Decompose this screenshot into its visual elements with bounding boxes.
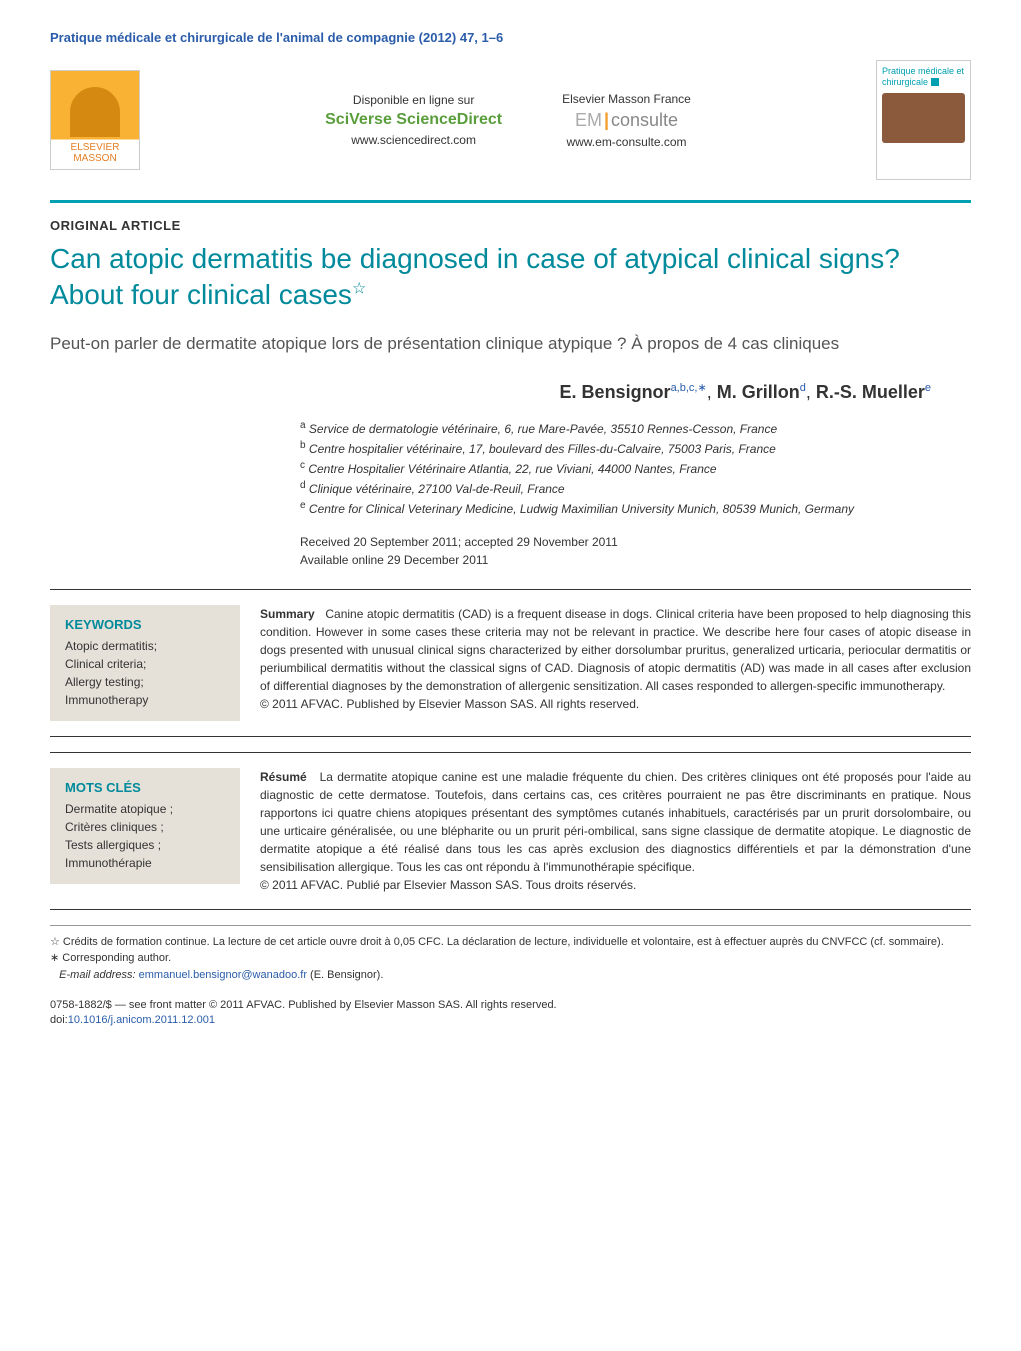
author-1-affil: a,b,c, <box>671 382 698 394</box>
credit-footnote: ☆ Crédits de formation continue. La lect… <box>50 934 971 951</box>
keywords-fr-box: MOTS CLÉS Dermatite atopique ; Critères … <box>50 768 240 884</box>
abstract-french: MOTS CLÉS Dermatite atopique ; Critères … <box>50 752 971 910</box>
article-title: Can atopic dermatitis be diagnosed in ca… <box>50 241 971 314</box>
keywords-en-title: KEYWORDS <box>65 617 225 632</box>
author-1-corresponding-icon: ∗ <box>697 382 706 394</box>
elsevier-tree-icon <box>70 87 120 137</box>
author-3-affil: e <box>925 382 931 394</box>
abstract-english: KEYWORDS Atopic dermatitis; Clinical cri… <box>50 589 971 737</box>
sep: , <box>806 382 816 402</box>
article-subtitle-fr: Peut-on parler de dermatite atopique lor… <box>50 332 971 356</box>
emconsulte-url[interactable]: www.em-consulte.com <box>562 135 691 149</box>
abstract-en-text: Summary Canine atopic dermatitis (CAD) i… <box>260 605 971 721</box>
doi-line: doi:10.1016/j.anicom.2011.12.001 <box>50 1013 971 1028</box>
resume-label: Résumé <box>260 770 307 784</box>
affiliation-e: e Centre for Clinical Veterinary Medicin… <box>300 498 971 518</box>
email-line: E-mail address: emmanuel.bensignor@wanad… <box>50 967 971 984</box>
article-dates: Received 20 September 2011; accepted 29 … <box>300 533 971 569</box>
publisher-logo: ELSEVIER MASSON <box>50 70 140 170</box>
sep: , <box>707 382 717 402</box>
cover-image-placeholder <box>882 93 965 143</box>
sciencedirect-url[interactable]: www.sciencedirect.com <box>325 133 502 147</box>
corresponding-email[interactable]: emmanuel.bensignor@wanadoo.fr <box>139 969 307 981</box>
keywords-fr-title: MOTS CLÉS <box>65 780 225 795</box>
summary-body: Canine atopic dermatitis (CAD) is a freq… <box>260 607 971 693</box>
abstract-fr-text: Résumé La dermatite atopique canine est … <box>260 768 971 894</box>
sciverse-brand[interactable]: SciVerse ScienceDirect <box>325 111 502 129</box>
author-1: E. Bensignor <box>560 382 671 402</box>
elsevier-france-label: Elsevier Masson France <box>562 92 691 106</box>
affiliation-a: a Service de dermatologie vétérinaire, 6… <box>300 418 971 438</box>
authors-line: E. Bensignora,b,c,∗, M. Grillond, R.-S. … <box>50 381 971 403</box>
keywords-en-list: Atopic dermatitis; Clinical criteria; Al… <box>65 637 225 709</box>
affiliation-b: b Centre hospitalier vétérinaire, 17, bo… <box>300 438 971 458</box>
affiliation-d: d Clinique vétérinaire, 27100 Val-de-Reu… <box>300 478 971 498</box>
doi-link[interactable]: 10.1016/j.anicom.2011.12.001 <box>68 1014 215 1026</box>
available-online-label: Disponible en ligne sur <box>325 93 502 107</box>
article-type: ORIGINAL ARTICLE <box>50 218 971 233</box>
email-attribution: (E. Bensignor). <box>307 969 383 981</box>
email-label: E-mail address: <box>59 969 135 981</box>
corresponding-author-label: ∗ Corresponding author. <box>50 950 971 967</box>
footnotes: ☆ Crédits de formation continue. La lect… <box>50 925 971 984</box>
keywords-fr-list: Dermatite atopique ; Critères cliniques … <box>65 800 225 872</box>
received-accepted-date: Received 20 September 2011; accepted 29 … <box>300 533 971 551</box>
header-links: Disponible en ligne sur SciVerse Science… <box>325 92 691 149</box>
header-bar: ELSEVIER MASSON Disponible en ligne sur … <box>50 60 971 203</box>
summary-label: Summary <box>260 607 315 621</box>
title-footnote-star-icon: ☆ <box>352 281 366 298</box>
online-date: Available online 29 December 2011 <box>300 551 971 569</box>
emconsulte-block: Elsevier Masson France EM|consulte www.e… <box>562 92 691 149</box>
abstract-en-copyright: © 2011 AFVAC. Published by Elsevier Mass… <box>260 695 971 713</box>
journal-cover-thumbnail[interactable]: Pratique médicale et chirurgicale <box>876 60 971 180</box>
title-text: Can atopic dermatitis be diagnosed in ca… <box>50 243 900 310</box>
doi-label: doi: <box>50 1014 68 1026</box>
sciencedirect-block: Disponible en ligne sur SciVerse Science… <box>325 93 502 147</box>
publisher-name: ELSEVIER MASSON <box>56 142 134 164</box>
author-2: M. Grillon <box>717 382 800 402</box>
cover-title: Pratique médicale et chirurgicale <box>882 66 965 88</box>
em-text: EM <box>575 110 602 130</box>
front-matter-line: 0758-1882/$ — see front matter © 2011 AF… <box>50 998 971 1013</box>
citation-line: Pratique médicale et chirurgicale de l'a… <box>50 30 971 45</box>
resume-body: La dermatite atopique canine est une mal… <box>260 770 971 874</box>
author-3: R.-S. Mueller <box>816 382 925 402</box>
abstract-fr-copyright: © 2011 AFVAC. Publié par Elsevier Masson… <box>260 876 971 894</box>
emconsulte-brand[interactable]: EM|consulte <box>562 110 691 131</box>
brand-divider-icon: | <box>602 110 611 130</box>
footer-meta: 0758-1882/$ — see front matter © 2011 AF… <box>50 998 971 1029</box>
square-icon <box>931 78 939 86</box>
affiliations-list: a Service de dermatologie vétérinaire, 6… <box>300 418 971 518</box>
keywords-en-box: KEYWORDS Atopic dermatitis; Clinical cri… <box>50 605 240 721</box>
consulte-text: consulte <box>611 110 678 130</box>
affiliation-c: c Centre Hospitalier Vétérinaire Atlanti… <box>300 458 971 478</box>
